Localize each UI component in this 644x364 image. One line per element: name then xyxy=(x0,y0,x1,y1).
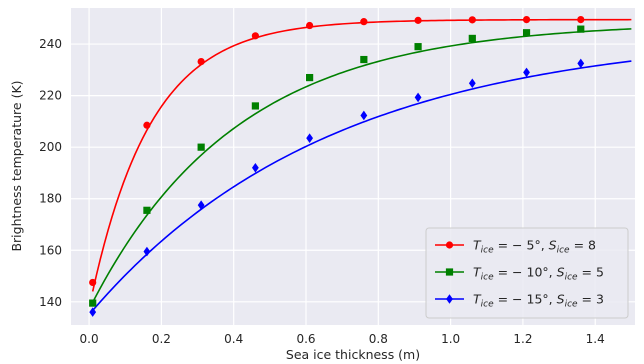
series-markers xyxy=(89,15,585,317)
data-point xyxy=(360,18,368,26)
x-tick-labels: 0.0 0.2 0.4 0.6 0.8 1.0 1.2 1.4 xyxy=(80,332,605,346)
data-point xyxy=(89,307,97,317)
data-point xyxy=(522,15,531,24)
y-tick-label: 240 xyxy=(39,37,62,51)
data-point xyxy=(306,73,314,82)
y-tick-label: 180 xyxy=(39,192,62,206)
y-tick-label: 140 xyxy=(39,295,62,309)
legend-label: Tice = − 15°, Sice = 3 xyxy=(473,292,604,310)
x-tick-label: 0.4 xyxy=(224,332,243,346)
legend-label: Tice = − 5°, Sice = 8 xyxy=(473,238,596,256)
data-point xyxy=(143,206,151,214)
x-tick-label: 0.0 xyxy=(80,332,99,346)
data-point xyxy=(577,25,585,33)
data-point xyxy=(251,162,259,173)
legend: Tice = − 5°, Sice = 8 Tice = − 10°, Sice … xyxy=(425,227,629,319)
data-point xyxy=(360,55,368,64)
data-point xyxy=(197,58,205,66)
legend-box xyxy=(425,227,629,319)
data-point xyxy=(577,15,585,24)
series-line xyxy=(92,60,632,311)
data-point xyxy=(414,92,422,103)
legend-marker xyxy=(445,241,454,249)
y-tick-label: 200 xyxy=(39,140,62,154)
data-point xyxy=(89,299,97,307)
data-point xyxy=(523,67,530,78)
data-point xyxy=(468,16,476,24)
data-point xyxy=(414,16,422,24)
legend-label: Tice = − 10°, Sice = 5 xyxy=(473,265,604,283)
x-tick-label: 0.2 xyxy=(152,332,171,346)
data-point xyxy=(251,32,259,40)
data-point xyxy=(143,246,151,257)
x-tick-label: 1.0 xyxy=(441,332,460,346)
data-point xyxy=(468,78,476,89)
data-point xyxy=(414,43,422,51)
legend-marker xyxy=(445,268,454,276)
data-point xyxy=(522,29,531,37)
legend-marker xyxy=(446,294,453,304)
y-tick-labels: 140 160 180 200 220 240 xyxy=(39,37,62,309)
data-point xyxy=(306,21,314,30)
y-tick-label: 160 xyxy=(39,243,62,257)
data-point xyxy=(306,133,314,143)
data-point xyxy=(197,200,205,210)
data-point xyxy=(577,58,585,69)
data-point xyxy=(360,110,368,121)
y-tick-label: 220 xyxy=(39,89,62,103)
x-axis-label: Sea ice thickness (m) xyxy=(286,347,420,362)
x-tick-label: 0.6 xyxy=(296,332,315,346)
series-line xyxy=(91,28,632,303)
x-tick-label: 0.8 xyxy=(369,332,388,346)
data-point xyxy=(251,102,259,110)
data-point xyxy=(143,121,151,129)
x-tick-label: 1.2 xyxy=(513,332,532,346)
x-tick-label: 1.4 xyxy=(586,332,605,346)
data-point xyxy=(197,143,205,151)
data-point xyxy=(468,34,476,43)
data-point xyxy=(89,278,97,287)
y-axis-label: Brightness temperature (K) xyxy=(9,80,24,251)
